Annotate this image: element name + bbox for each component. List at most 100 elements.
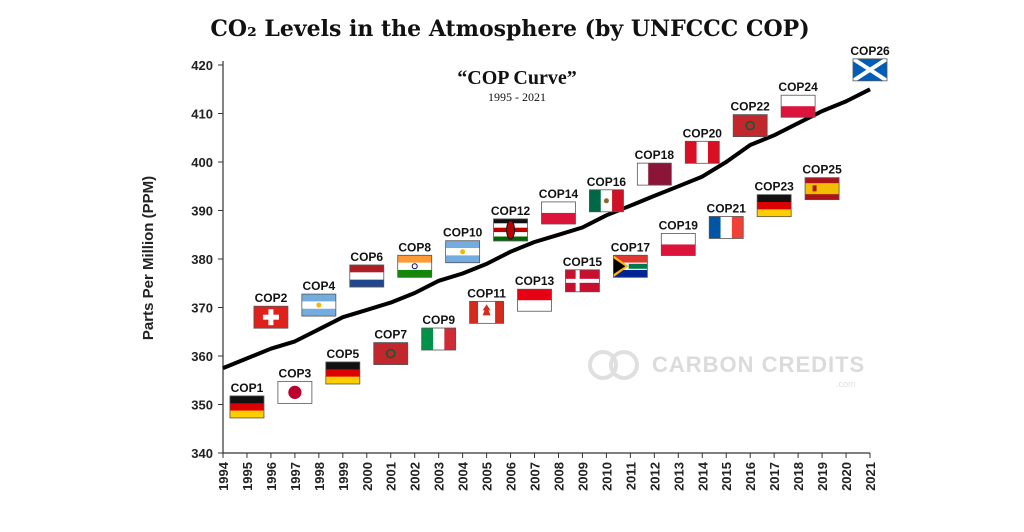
flag-part: [696, 141, 709, 164]
cop-label: COP4: [303, 279, 336, 293]
cop-label: COP9: [422, 313, 455, 327]
cop-label: COP5: [326, 347, 359, 361]
flag-part: [325, 369, 360, 377]
x-tick-label: 1999: [336, 462, 351, 491]
cop-annotation: COP12: [491, 204, 531, 242]
cop-annotation: COP13: [515, 274, 555, 312]
cop-label: COP6: [350, 250, 383, 264]
x-tick-label: 2010: [599, 462, 614, 491]
cop-annotation: COP15: [563, 255, 603, 293]
cop-annotation: COP1: [229, 381, 265, 419]
x-tick-label: 2015: [719, 462, 734, 491]
cop-annotation: COP5: [325, 347, 361, 385]
y-tick-label: 350: [191, 398, 213, 413]
cop-label: COP11: [467, 286, 506, 300]
qatar-flag-icon: [636, 162, 672, 186]
cop-annotation: COP10: [443, 226, 483, 264]
x-tick-label: 2017: [767, 462, 782, 491]
flag-part: [661, 244, 696, 256]
flag-part: [349, 272, 384, 280]
southafrica-flag-icon: [612, 254, 648, 278]
flag-part: [288, 385, 302, 399]
cop-annotation: COP2: [253, 291, 289, 329]
flag-part: [613, 258, 626, 275]
watermark-domain: .com: [836, 379, 856, 389]
flag-border: [301, 293, 337, 317]
flag-part: [433, 328, 445, 351]
x-tick-label: 1994: [216, 461, 231, 491]
italy-flag-icon: [421, 327, 457, 351]
flag-part: [349, 279, 384, 288]
cop-label: COP26: [850, 44, 890, 58]
flag-part: [301, 294, 336, 302]
morocco-flag-icon: [732, 114, 768, 138]
flag-part: [517, 289, 552, 301]
spain-flag-icon: [804, 177, 840, 201]
cop-label: COP22: [731, 100, 771, 114]
flag-part: [469, 301, 479, 324]
flag-border: [349, 264, 385, 288]
cop-label: COP17: [611, 240, 651, 254]
flag-part: [325, 361, 360, 370]
cop-label: COP21: [707, 201, 747, 215]
flag-part: [495, 301, 504, 324]
flag-part: [325, 376, 360, 385]
x-tick-label: 1997: [288, 462, 303, 491]
x-tick-label: 2003: [432, 462, 447, 491]
y-tick-label: 410: [191, 107, 213, 122]
x-tick-label: 2001: [384, 462, 399, 491]
cop-annotation: COP25: [802, 163, 842, 201]
switzerland-flag-icon: [253, 305, 289, 329]
flag-part: [482, 304, 491, 316]
cop-label: COP15: [563, 255, 603, 269]
netherlands-flag-icon: [349, 264, 385, 288]
flag-part: [612, 189, 624, 212]
peru-flag-icon: [684, 140, 720, 164]
watermark-brand: CARBON CREDITS: [652, 352, 865, 377]
flag-part: [707, 141, 720, 164]
cop-label: COP3: [279, 366, 312, 380]
germany-flag-icon: [325, 361, 361, 385]
flag-part: [565, 278, 600, 283]
poland-flag-icon: [660, 233, 696, 256]
flag-border: [684, 140, 720, 164]
flag-border: [229, 395, 265, 419]
y-tick-label: 370: [191, 301, 213, 316]
flag-part: [733, 114, 768, 137]
cop-annotation: COP19: [659, 218, 698, 256]
x-tick-label: 2009: [575, 462, 590, 491]
flag-part: [709, 216, 721, 239]
cop-label: COP20: [683, 126, 723, 140]
poland-flag-icon: [541, 201, 576, 225]
flag-part: [397, 262, 432, 271]
flag-part: [661, 233, 696, 245]
france-flag-icon: [708, 216, 744, 239]
cop-annotation: COP23: [754, 180, 794, 218]
x-tick-label: 2011: [623, 462, 638, 490]
flag-part: [812, 185, 817, 192]
flag-border: [541, 201, 576, 225]
x-tick-label: 2008: [551, 462, 566, 491]
india-flag-icon: [397, 254, 433, 278]
flag-border: [373, 342, 409, 365]
cop-annotation: COP7: [373, 328, 409, 365]
cop-annotation: COP18: [635, 148, 674, 186]
flag-border: [445, 240, 481, 264]
flag-border: [732, 114, 768, 138]
flag-part: [805, 177, 840, 184]
argentina-flag-icon: [301, 293, 337, 317]
scotland-flag-icon: [851, 57, 889, 83]
argentina-flag-icon: [445, 240, 481, 264]
cop-label: COP8: [398, 240, 431, 254]
flag-part: [411, 263, 418, 270]
chart-year-range: 1995 - 2021: [488, 90, 546, 104]
flag-part: [541, 201, 576, 214]
morocco-flag-icon: [373, 342, 409, 365]
x-tick-label: 2005: [480, 462, 495, 491]
x-tick-label: 2006: [504, 462, 519, 491]
flag-part: [229, 403, 264, 411]
flag-border: [325, 361, 361, 385]
cop-annotation: COP17: [611, 240, 651, 278]
flag-part: [349, 264, 384, 273]
cop-label: COP25: [802, 163, 842, 177]
